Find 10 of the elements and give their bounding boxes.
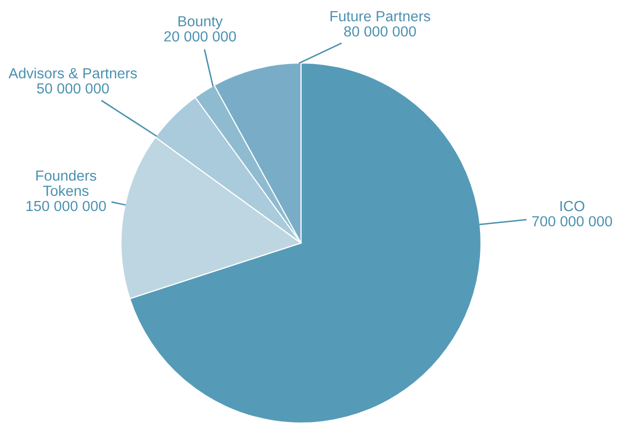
slice-label: Future Partners — [330, 11, 430, 22]
data-label: 700 000 000 — [532, 216, 612, 226]
data-label: 20 000 000 — [164, 31, 236, 42]
slice-label: Founders Tokens — [36, 170, 96, 196]
slice-label: ICO — [560, 200, 584, 212]
data-label: 150 000 000 — [26, 200, 106, 212]
slice-label: Advisors & Partners — [8, 68, 137, 78]
slice-label: Bounty — [178, 16, 223, 30]
data-label: 50 000 000 — [37, 83, 109, 94]
data-label: 80 000 000 — [344, 26, 416, 37]
